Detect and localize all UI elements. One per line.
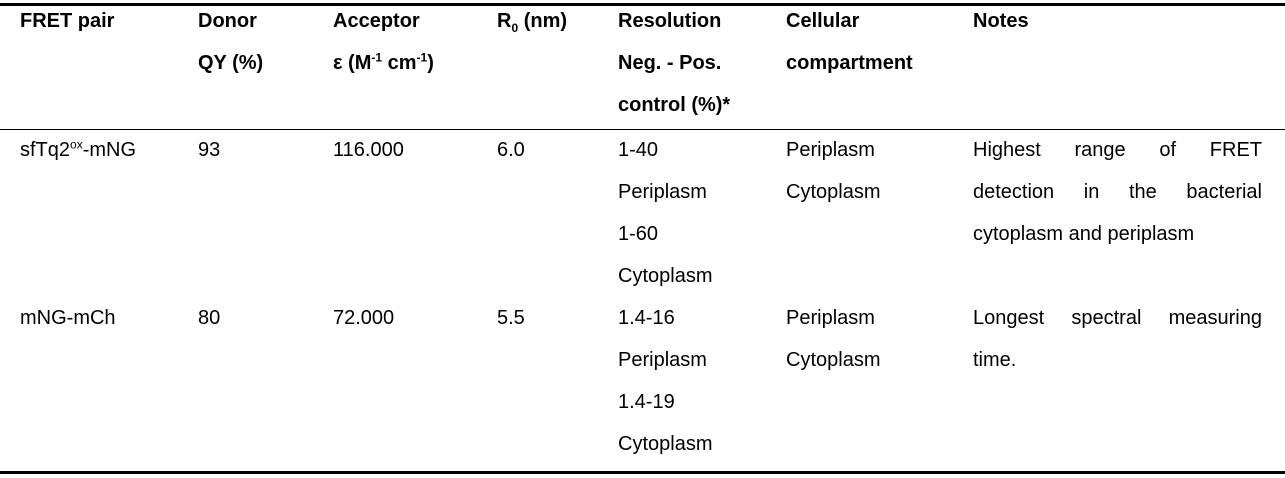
cell: 72.000	[333, 297, 394, 339]
cell: 1-40 Periplasm 1-60 Cytoplasm	[618, 129, 712, 297]
cell-text: 1-40	[618, 139, 659, 161]
top-rule	[0, 3, 1285, 6]
cell-text: Cytoplasm	[786, 181, 881, 203]
cell-text: Periplasm	[786, 307, 875, 329]
cell-text: Cytoplasm	[618, 433, 713, 455]
notes-cell: Highest range of FRET detection in the b…	[973, 139, 1262, 245]
header-text: Acceptor	[333, 10, 420, 32]
cell-text: Periplasm	[786, 139, 875, 161]
cell: mNG-mCh	[20, 297, 116, 339]
header-sub: 0	[511, 21, 519, 35]
cell: 6.0	[497, 129, 525, 171]
header-cell: Acceptor ε (M-1 cm-1)	[333, 0, 434, 84]
cell-line: sfTq2ox-mNG	[20, 129, 136, 171]
header-cell: Resolution Neg. - Pos. control (%)*	[618, 0, 730, 126]
header-cell: Notes	[973, 0, 1029, 42]
cell: Periplasm Cytoplasm	[786, 297, 880, 381]
notes-cell: Longest spectral measuring time.	[973, 307, 1262, 371]
header-text: Resolution	[618, 10, 722, 32]
header-cell: FRET pair	[20, 0, 114, 42]
header-text: compartment	[786, 52, 913, 74]
cell-text: 1.4-19	[618, 391, 675, 413]
cell: 93	[198, 129, 220, 171]
cell: Periplasm Cytoplasm	[786, 129, 880, 213]
cell: 1.4-16 Periplasm 1.4-19 Cytoplasm	[618, 297, 712, 465]
header-cell: Donor QY (%)	[198, 0, 263, 84]
header-text: R	[497, 10, 512, 32]
cell-text: sfTq2	[20, 139, 71, 161]
header-line: R0 (nm)	[497, 0, 567, 42]
header-text: (nm)	[518, 10, 568, 32]
cell-text: Cytoplasm	[786, 349, 881, 371]
cell-text: 80	[198, 307, 221, 329]
header-cell: R0 (nm)	[497, 0, 567, 42]
cell-text: 6.0	[497, 139, 525, 161]
header-text: Donor	[198, 10, 257, 32]
cell-text: 116.000	[333, 139, 404, 161]
header-text: FRET pair	[20, 10, 115, 32]
header-text: ε (M	[333, 52, 372, 74]
cell-text: 93	[198, 139, 221, 161]
header-line: ε (M-1 cm-1)	[333, 42, 434, 84]
cell-text: -mNG	[82, 139, 137, 161]
cell-text: 1.4-16	[618, 307, 675, 329]
cell-text: 72.000	[333, 307, 395, 329]
header-rule	[0, 129, 1285, 130]
header-text: Cellular	[786, 10, 860, 32]
header-sup: -1	[371, 50, 383, 65]
header-sup: -1	[416, 50, 428, 65]
cell-sup: ox	[70, 137, 83, 152]
cell: sfTq2ox-mNG	[20, 129, 136, 171]
header-text: Neg. - Pos.	[618, 52, 722, 74]
cell-text: 1-60	[618, 223, 659, 245]
cell-text: 5.5	[497, 307, 525, 329]
header-text: QY (%)	[198, 52, 264, 74]
header-text: Notes	[973, 10, 1029, 32]
header-text: control (%)*	[618, 94, 731, 116]
cell: 80	[198, 297, 220, 339]
cell: 5.5	[497, 297, 525, 339]
cell-text: Periplasm	[618, 181, 707, 203]
cell-text: Cytoplasm	[618, 265, 713, 287]
header-text: cm	[382, 52, 417, 74]
cell: 116.000	[333, 129, 404, 171]
cell-text: Periplasm	[618, 349, 707, 371]
cell-text: mNG-mCh	[20, 307, 116, 329]
header-text: )	[427, 52, 434, 74]
header-cell: Cellular compartment	[786, 0, 913, 84]
bottom-rule	[0, 471, 1285, 474]
